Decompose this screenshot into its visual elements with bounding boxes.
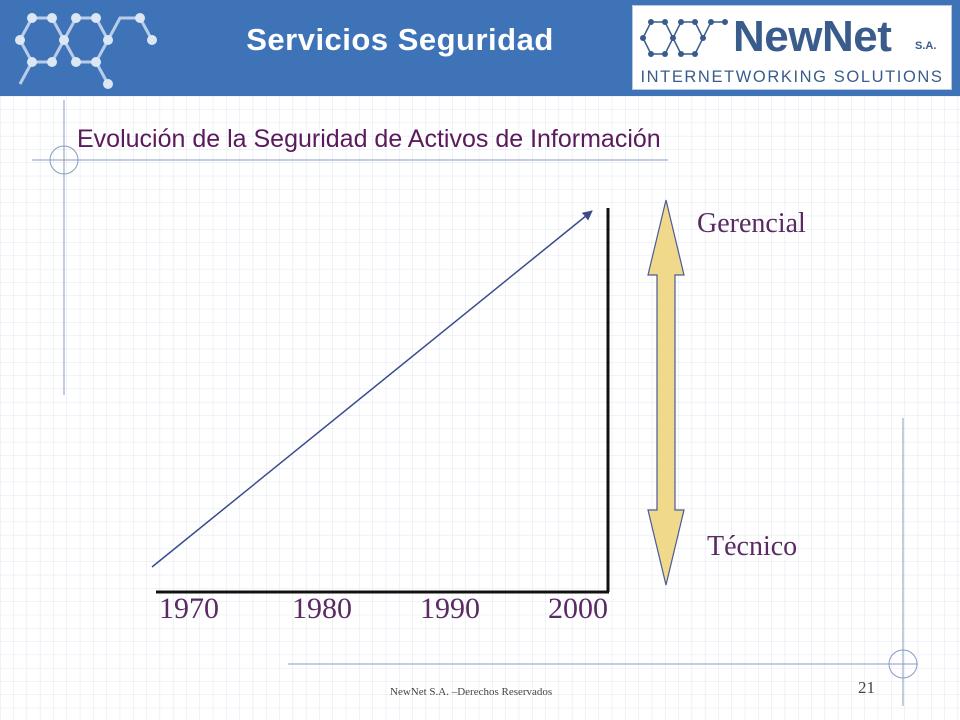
year-label-1970: 1970 (159, 592, 219, 625)
slide-subtitle: Evolución de la Seguridad de Activos de … (77, 125, 661, 153)
logo-network-icon (640, 19, 728, 57)
year-label-1980: 1980 (292, 592, 352, 625)
network-icon (15, 13, 157, 89)
background-grid (0, 96, 960, 720)
page-number: 21 (858, 678, 875, 697)
trend-arrow (151, 210, 593, 568)
year-label-2000: 2000 (548, 592, 608, 625)
newnet-logo: NewNet S.A. INTERNETWORKING SOLUTIONS (632, 5, 952, 90)
double-arrow (647, 199, 685, 586)
logo-suffix: S.A. (915, 40, 937, 52)
logo-tagline: INTERNETWORKING SOLUTIONS (640, 68, 944, 86)
slide-header-title: Servicios Seguridad (246, 22, 554, 57)
footer-copyright: NewNet S.A. –Derechos Reservados (390, 686, 553, 698)
year-label-1990: 1990 (420, 592, 480, 625)
label-tecnico: Técnico (707, 531, 798, 562)
label-gerencial: Gerencial (697, 208, 806, 239)
logo-brand: NewNet (733, 12, 892, 61)
header-band: Servicios Seguridad NewNet S.A. INTERNE (0, 0, 960, 96)
